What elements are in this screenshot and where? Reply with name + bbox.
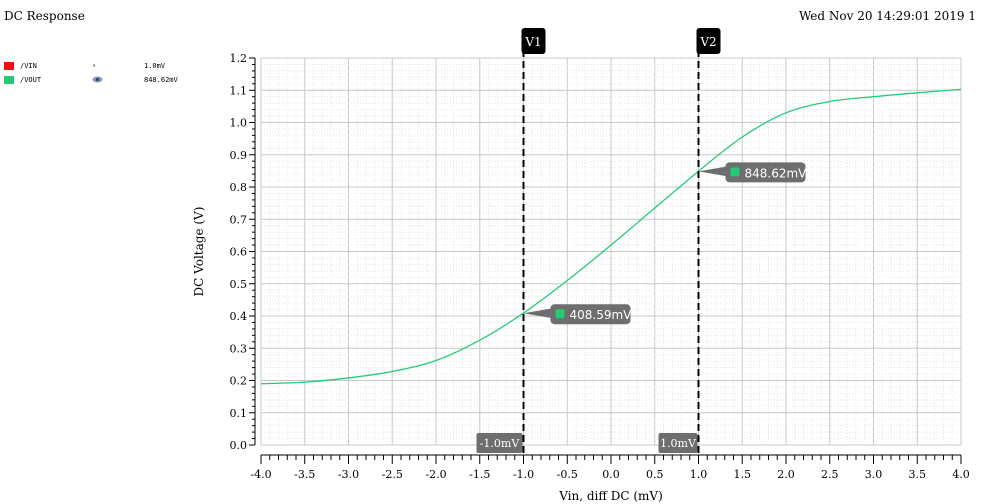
cursor-tag-label: V1 <box>524 35 541 49</box>
y-axis-title: DC Voltage (V) <box>192 207 206 297</box>
x-tick-label: -2.5 <box>382 468 403 481</box>
legend-value: 848.62mV <box>144 76 178 84</box>
cursor-x-badge <box>658 433 698 453</box>
x-tick-label: 0.0 <box>602 468 620 481</box>
x-axis-title: Vin, diff DC (mV) <box>558 489 663 503</box>
legend: /VIN • 1.0mV /VOUT 848.62mV <box>4 60 189 88</box>
x-tick-label: -0.5 <box>557 468 578 481</box>
x-tick-label: -1.0 <box>513 468 534 481</box>
x-tick-label: -3.5 <box>294 468 315 481</box>
y-tick-label: 0.2 <box>230 375 248 388</box>
cursor-tag-v2[interactable] <box>696 28 721 54</box>
y-tick-label: 0.4 <box>230 310 248 323</box>
legend-value: 1.0mV <box>144 62 166 70</box>
dot-icon[interactable]: • <box>92 62 97 70</box>
marker-badge[interactable] <box>725 162 806 183</box>
legend-name: /VIN <box>20 62 37 70</box>
x-tick-label: -2.0 <box>425 468 446 481</box>
x-tick-label: 2.0 <box>777 468 795 481</box>
cursor-tag-v1[interactable] <box>521 28 546 54</box>
legend-swatch <box>4 76 14 84</box>
y-tick-label: 0.8 <box>230 181 248 194</box>
cursor-tag-label: V2 <box>699 35 716 49</box>
legend-item-vin[interactable]: /VIN • 1.0mV <box>4 60 189 74</box>
marker-value: 848.62mV <box>745 166 808 180</box>
x-tick-label: 1.5 <box>734 468 752 481</box>
y-tick-label: 0.3 <box>230 342 248 355</box>
x-tick-label: 3.5 <box>909 468 927 481</box>
datestamp: Wed Nov 20 14:29:01 2019 1 <box>798 9 976 23</box>
y-tick-label: 0.0 <box>230 439 248 452</box>
marker-badge[interactable] <box>550 304 631 325</box>
x-tick-label: 3.0 <box>865 468 883 481</box>
x-tick-label: -1.5 <box>469 468 490 481</box>
y-tick-label: 0.1 <box>230 407 248 420</box>
series-line-vout[interactable] <box>260 88 962 385</box>
y-tick-label: 0.9 <box>230 149 248 162</box>
marker-value: 408.59mV <box>570 308 633 322</box>
y-tick-label: 1.2 <box>230 52 248 65</box>
legend-name: /VOUT <box>20 76 42 84</box>
chart-title: DC Response <box>4 9 85 23</box>
x-tick-label: -3.0 <box>338 468 359 481</box>
y-tick-label: 1.0 <box>230 117 248 130</box>
marker-pointer <box>523 308 553 319</box>
cursor-x-badge <box>476 433 523 453</box>
x-tick-label: 0.5 <box>646 468 664 481</box>
marker-dot-icon <box>730 167 740 177</box>
legend-swatch <box>4 62 14 70</box>
marker-pointer <box>698 166 728 177</box>
x-tick-label: 2.5 <box>821 468 839 481</box>
x-tick-label: 4.0 <box>952 468 970 481</box>
eye-icon[interactable] <box>92 76 103 85</box>
cursor-x-value: 1.0mV <box>660 437 697 450</box>
y-tick-label: 0.7 <box>230 213 248 226</box>
y-tick-label: 0.6 <box>230 246 248 259</box>
y-tick-label: 1.1 <box>230 84 248 97</box>
y-tick-label: 0.5 <box>230 278 248 291</box>
cursor-x-value: -1.0mV <box>480 437 521 450</box>
x-tick-label: 1.0 <box>690 468 708 481</box>
marker-dot-icon <box>555 309 565 319</box>
x-tick-label: -4.0 <box>250 468 271 481</box>
legend-item-vout[interactable]: /VOUT 848.62mV <box>4 74 189 88</box>
